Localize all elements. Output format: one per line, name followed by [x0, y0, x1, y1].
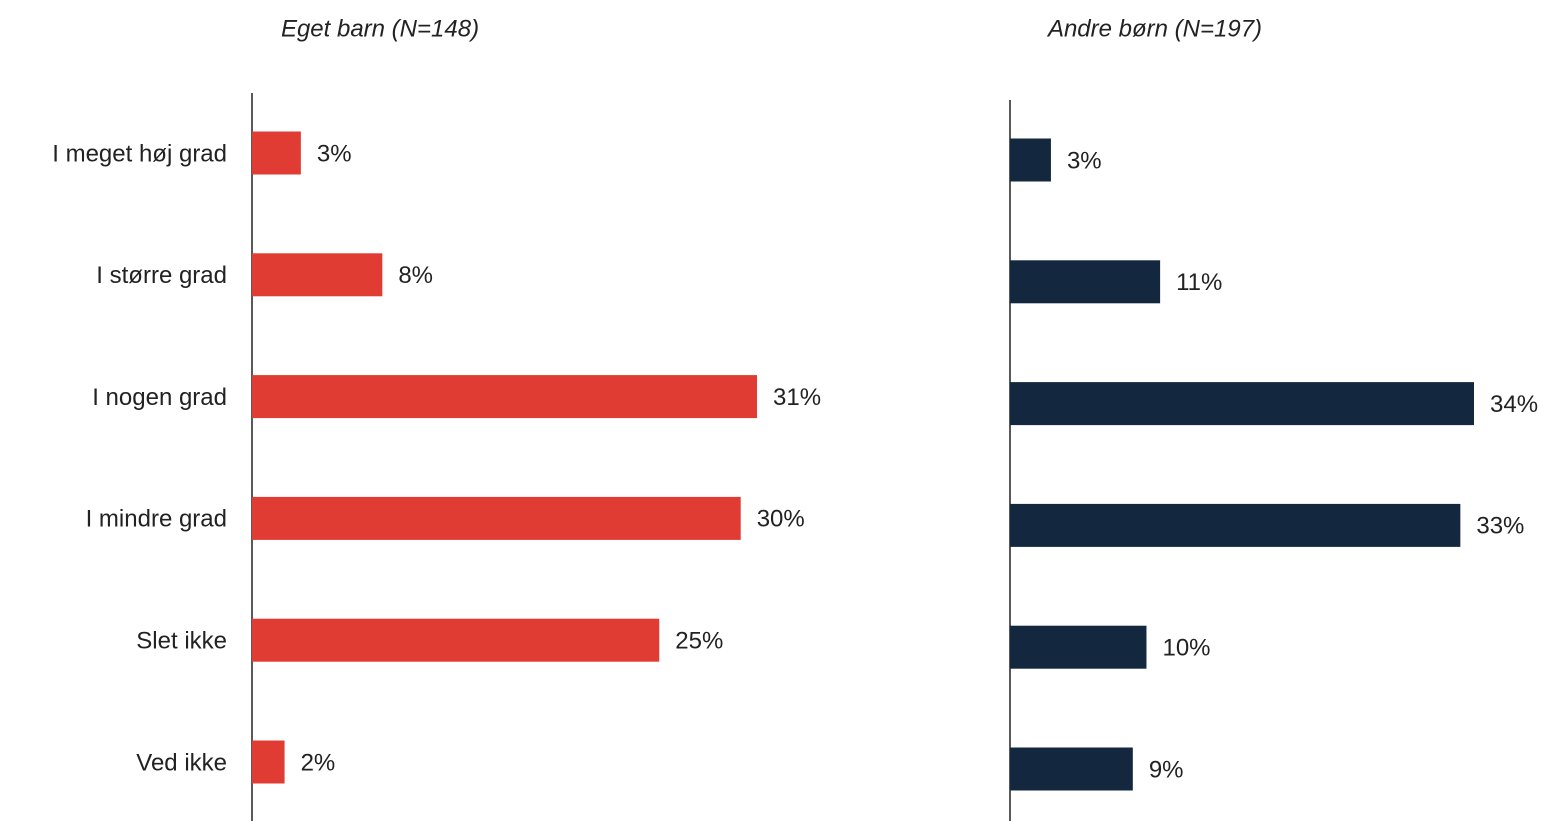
bar — [1010, 382, 1474, 426]
bar — [252, 253, 383, 297]
category-label: I meget høj grad — [52, 140, 227, 167]
bar — [252, 375, 757, 419]
category-label: I mindre grad — [86, 506, 227, 533]
value-label: 11% — [1176, 269, 1222, 296]
bar — [1010, 625, 1147, 669]
value-label: 25% — [675, 628, 723, 655]
category-label: Ved ikke — [136, 749, 227, 776]
category-label: I nogen grad — [92, 384, 227, 411]
bar — [1010, 503, 1461, 547]
bar — [252, 618, 660, 662]
category-label: Slet ikke — [136, 628, 227, 655]
bar — [1010, 260, 1161, 304]
bar — [252, 131, 301, 175]
value-label: 8% — [398, 262, 433, 289]
bar — [1010, 138, 1051, 182]
chart-title: Eget barn (N=148) — [281, 15, 479, 42]
bar — [252, 496, 741, 540]
value-label: 10% — [1162, 635, 1210, 662]
value-label: 3% — [1067, 147, 1102, 174]
value-label: 2% — [301, 749, 336, 776]
value-label: 31% — [773, 384, 821, 411]
bar — [1010, 747, 1133, 791]
chart-title: Andre børn (N=197) — [1046, 15, 1262, 42]
value-label: 34% — [1490, 391, 1538, 418]
value-label: 9% — [1149, 756, 1184, 783]
bar — [252, 740, 285, 784]
value-label: 30% — [757, 506, 805, 533]
category-label: I større grad — [96, 262, 227, 289]
value-label: 3% — [317, 140, 352, 167]
value-label: 33% — [1476, 513, 1524, 540]
